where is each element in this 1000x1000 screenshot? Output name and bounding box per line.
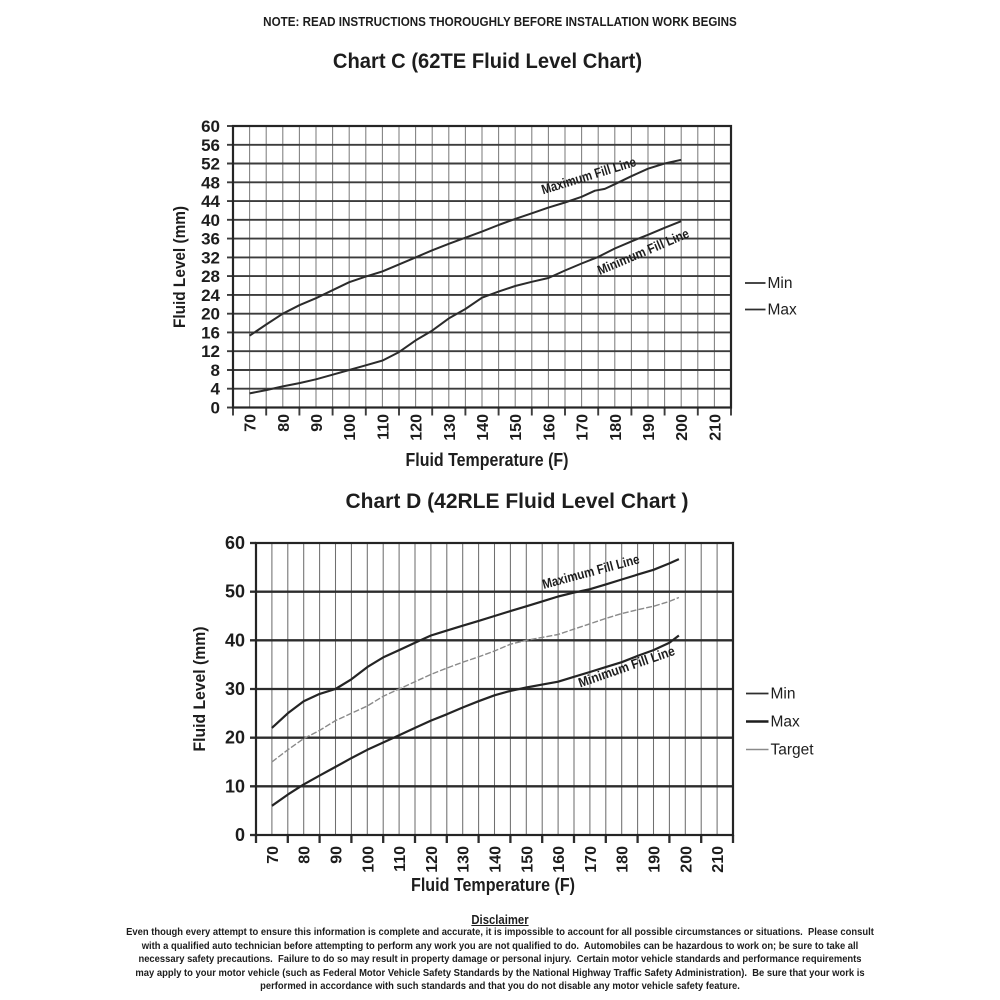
svg-text:110: 110 <box>392 846 409 872</box>
svg-text:32: 32 <box>201 248 220 267</box>
svg-text:Max: Max <box>768 302 798 319</box>
svg-text:110: 110 <box>375 414 392 440</box>
svg-text:80: 80 <box>276 414 293 432</box>
svg-text:170: 170 <box>583 846 600 873</box>
svg-text:0: 0 <box>211 399 220 418</box>
svg-text:70: 70 <box>265 846 282 864</box>
svg-text:190: 190 <box>641 414 658 441</box>
svg-text:Fluid Temperature (F): Fluid Temperature (F) <box>406 450 569 470</box>
svg-text:Min: Min <box>768 275 793 292</box>
svg-text:130: 130 <box>442 414 459 441</box>
svg-text:210: 210 <box>710 846 727 873</box>
svg-text:130: 130 <box>456 846 473 873</box>
svg-text:Maximum Fill Line: Maximum Fill Line <box>541 551 642 591</box>
svg-text:150: 150 <box>519 846 536 873</box>
svg-text:80: 80 <box>297 846 314 864</box>
svg-text:160: 160 <box>551 846 568 873</box>
svg-text:48: 48 <box>201 173 220 192</box>
svg-text:56: 56 <box>201 136 220 155</box>
svg-text:90: 90 <box>329 846 346 864</box>
svg-text:20: 20 <box>225 728 245 748</box>
svg-text:120: 120 <box>409 414 426 441</box>
svg-text:120: 120 <box>424 846 441 873</box>
svg-text:100: 100 <box>360 846 377 873</box>
svg-text:40: 40 <box>201 211 220 230</box>
svg-text:180: 180 <box>608 414 625 441</box>
svg-text:Min: Min <box>771 686 796 703</box>
svg-text:60: 60 <box>201 117 220 136</box>
svg-text:52: 52 <box>201 155 220 174</box>
svg-text:8: 8 <box>211 361 220 380</box>
svg-text:180: 180 <box>615 846 632 873</box>
svg-text:200: 200 <box>678 846 695 873</box>
svg-text:160: 160 <box>541 414 558 441</box>
svg-text:4: 4 <box>211 380 221 399</box>
svg-text:40: 40 <box>225 630 245 650</box>
svg-text:Maximum Fill Line: Maximum Fill Line <box>540 154 638 197</box>
svg-text:50: 50 <box>225 582 245 602</box>
svg-text:60: 60 <box>225 533 245 553</box>
svg-text:12: 12 <box>201 342 220 361</box>
svg-text:Minimum Fill Line: Minimum Fill Line <box>576 643 677 690</box>
svg-text:100: 100 <box>342 414 359 441</box>
svg-text:Fluid Level (mm): Fluid Level (mm) <box>170 206 189 328</box>
svg-text:36: 36 <box>201 230 220 249</box>
svg-text:140: 140 <box>475 414 492 441</box>
svg-text:140: 140 <box>488 846 505 873</box>
svg-text:90: 90 <box>309 414 326 432</box>
svg-text:190: 190 <box>647 846 664 873</box>
svg-text:16: 16 <box>201 323 220 342</box>
svg-text:44: 44 <box>201 192 220 211</box>
svg-text:0: 0 <box>235 825 245 845</box>
svg-text:Target: Target <box>771 742 815 759</box>
svg-text:10: 10 <box>225 776 245 796</box>
svg-text:200: 200 <box>674 414 691 441</box>
svg-text:Max: Max <box>771 714 801 731</box>
svg-text:30: 30 <box>225 679 245 699</box>
svg-text:70: 70 <box>243 414 260 432</box>
svg-text:24: 24 <box>201 286 220 305</box>
svg-text:28: 28 <box>201 267 220 286</box>
svg-text:210: 210 <box>707 414 724 441</box>
svg-text:150: 150 <box>508 414 525 441</box>
svg-text:Fluid Temperature (F): Fluid Temperature (F) <box>411 875 575 895</box>
svg-text:170: 170 <box>575 414 592 441</box>
svg-text:Fluid Level (mm): Fluid Level (mm) <box>190 627 209 752</box>
svg-text:20: 20 <box>201 305 220 324</box>
